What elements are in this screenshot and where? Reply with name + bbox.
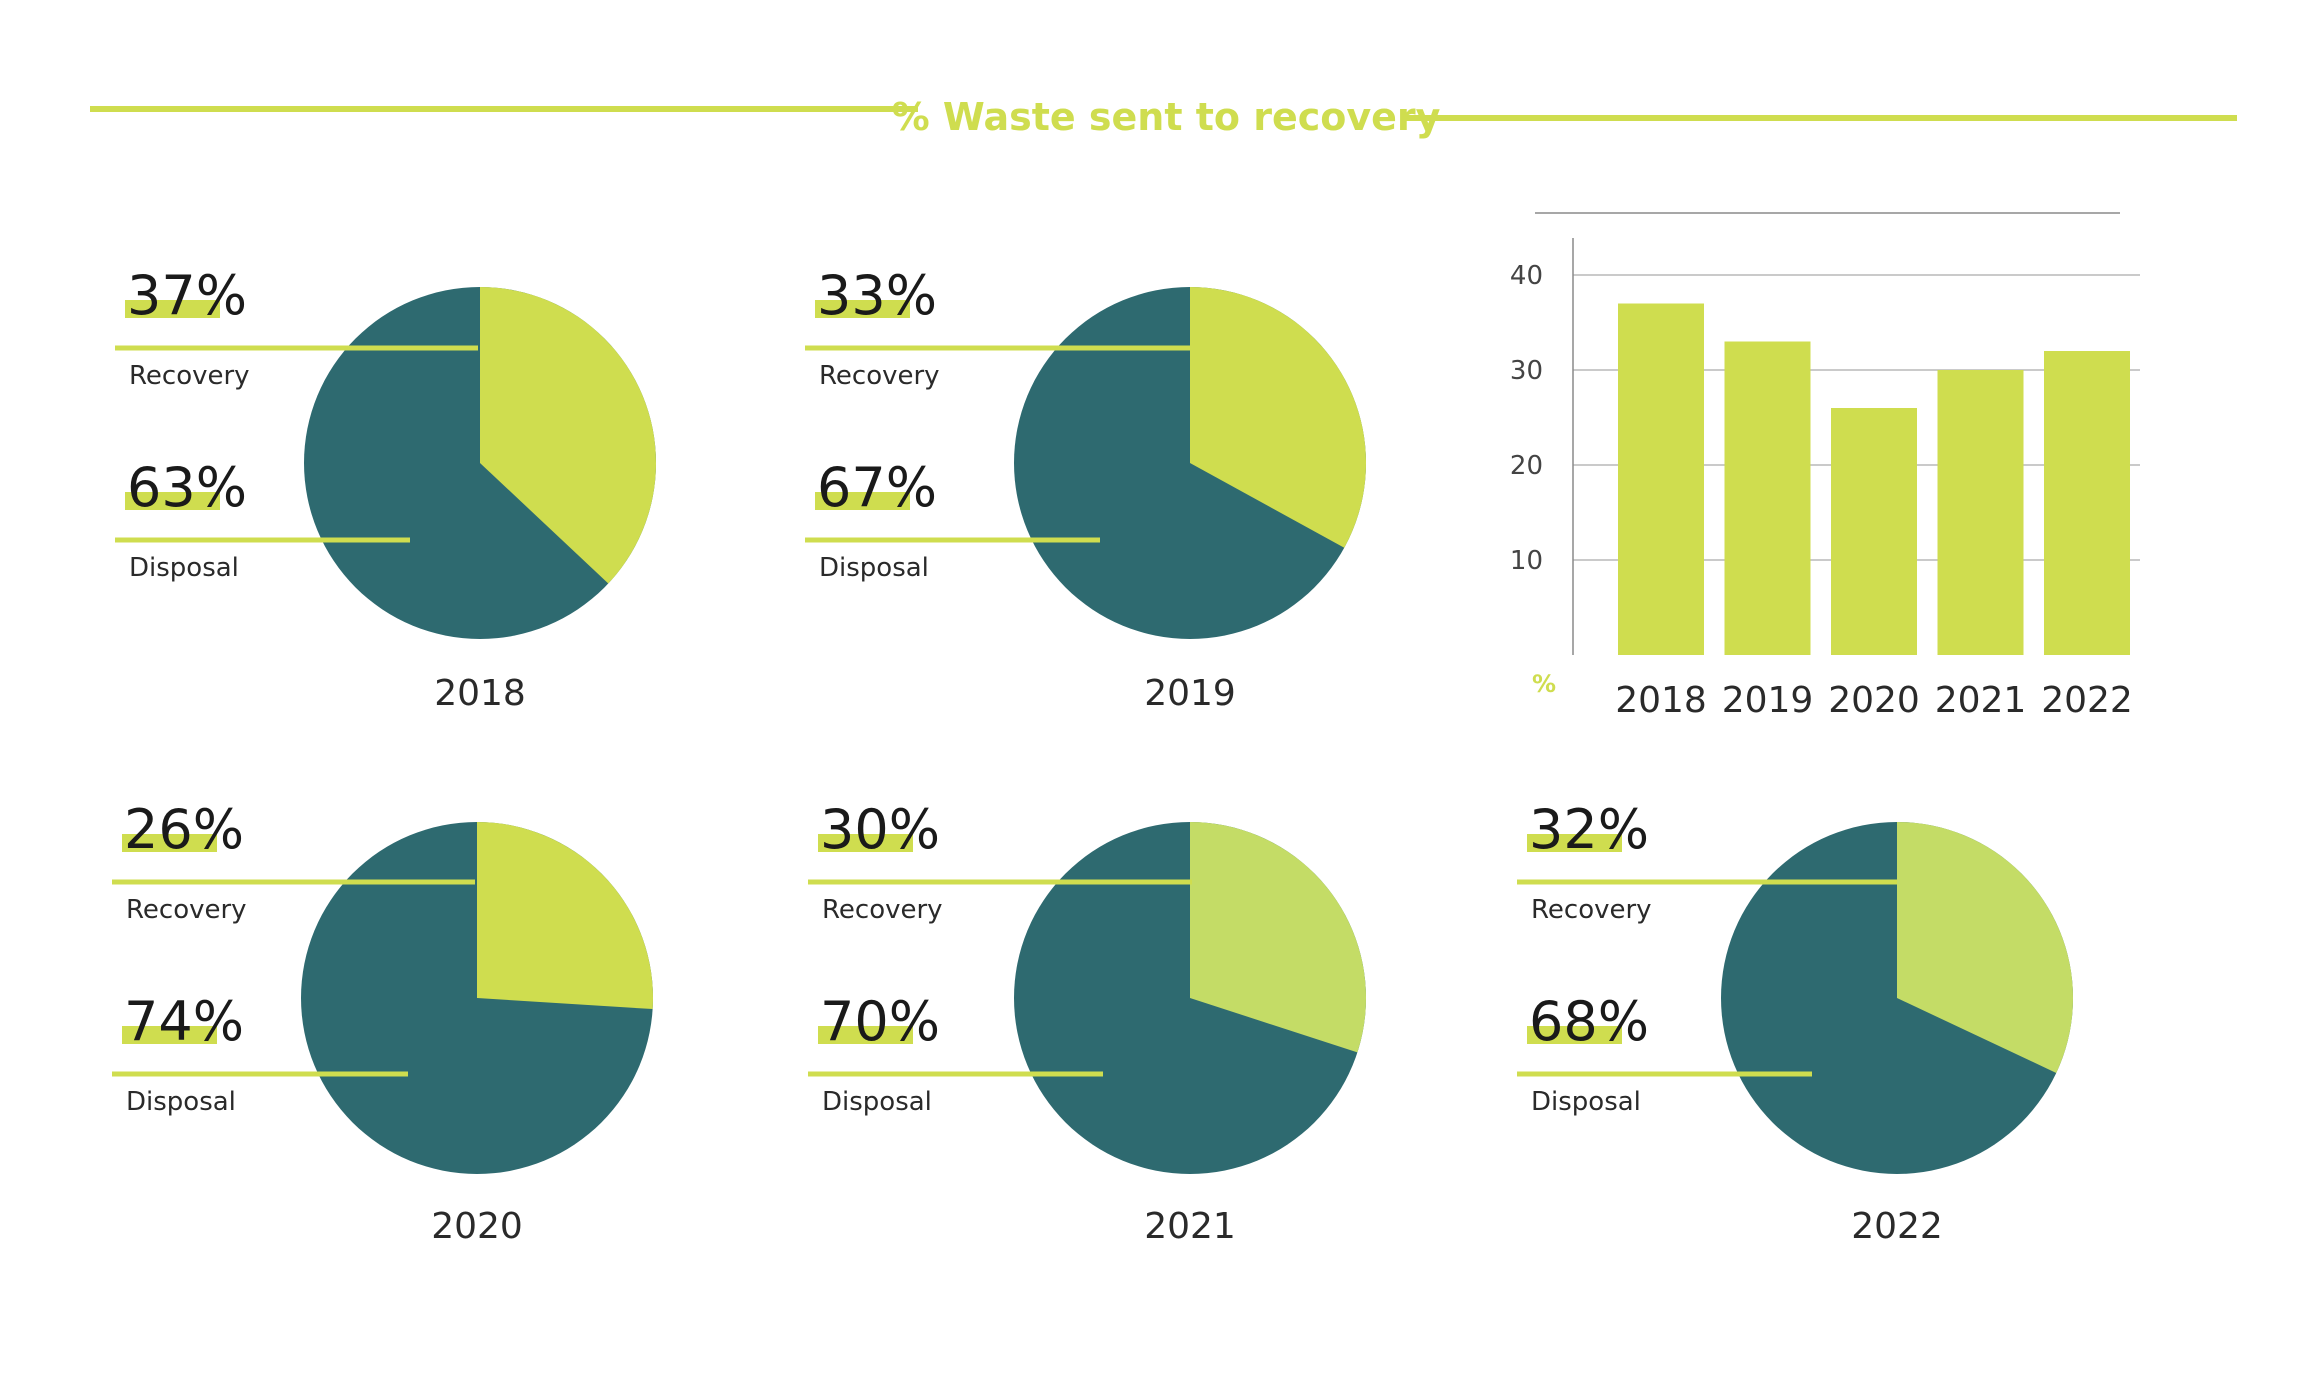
pie-year-label: 2021 [1144,1206,1236,1247]
label-highlight [818,834,913,852]
recovery-percent-label: 37% [127,264,247,327]
pie-year-label: 2018 [434,673,526,714]
label-highlight [122,1026,217,1044]
label-highlight [125,492,220,510]
disposal-percent-label: 67% [817,456,937,519]
disposal-label: Disposal [819,553,929,583]
label-highlight [122,834,217,852]
header: % Waste sent to recovery [90,95,2237,139]
label-highlight [1527,834,1622,852]
recovery-label: Recovery [1531,895,1652,925]
y-tick-label: 20 [1510,451,1543,481]
pie-year-label: 2022 [1851,1206,1943,1247]
pie-slice-recovery [1190,822,1367,1053]
bar-2021 [1937,370,2024,655]
recovery-label: Recovery [126,895,247,925]
bar-2019 [1724,341,1811,655]
disposal-percent-label: 68% [1529,990,1649,1053]
bar-chart: 10 20 30 40 2018 2019 2020 2021 2022% [1510,212,2140,721]
label-highlight [818,1026,913,1044]
y-unit-label: % [1532,670,1556,698]
recovery-percent-label: 30% [820,798,940,861]
label-highlight [815,300,910,318]
pie-chart-2018: 37% Recovery 63% Disposal 2018 [115,264,657,714]
bar-2022 [2044,351,2130,655]
pie-slice-recovery [477,822,653,1010]
recovery-percent-label: 26% [124,798,244,861]
x-tick-label: 2022 [2041,680,2133,721]
recovery-label: Recovery [129,361,250,391]
disposal-label: Disposal [126,1087,236,1117]
disposal-label: Disposal [1531,1087,1641,1117]
chart-title: % Waste sent to recovery [892,95,1441,139]
label-highlight [815,492,910,510]
x-tick-label: 2018 [1615,680,1707,721]
pie-chart-2019: 33% Recovery 67% Disposal 2019 [805,264,1367,714]
y-tick-label: 30 [1510,356,1543,386]
x-tick-label: 2021 [1935,680,2027,721]
label-highlight [1527,1026,1622,1044]
y-tick-label: 40 [1510,261,1543,291]
recovery-label: Recovery [819,361,940,391]
recovery-percent-label: 33% [817,264,937,327]
bar-2018 [1618,303,1704,655]
disposal-percent-label: 74% [124,990,244,1053]
pie-chart-2020: 26% Recovery 74% Disposal 2020 [112,798,653,1247]
disposal-percent-label: 70% [820,990,940,1053]
pie-charts: 37% Recovery 63% Disposal 2018 33% Recovery 67%… [112,264,2074,1247]
recovery-percent-label: 32% [1529,798,1649,861]
label-highlight [125,300,220,318]
y-tick-label: 10 [1510,546,1543,576]
disposal-label: Disposal [822,1087,932,1117]
pie-slice-recovery [1190,287,1367,548]
recovery-label: Recovery [822,895,943,925]
pie-chart-2021: 30% Recovery 70% Disposal 2021 [808,798,1367,1247]
bar-2020 [1831,408,1917,655]
pie-slice-recovery [1897,822,2074,1073]
x-tick-label: 2019 [1722,680,1814,721]
pie-chart-2022: 32% Recovery 68% Disposal 2022 [1517,798,2074,1247]
x-tick-label: 2020 [1828,680,1920,721]
disposal-label: Disposal [129,553,239,583]
disposal-percent-label: 63% [127,456,247,519]
pie-year-label: 2019 [1144,673,1236,714]
pie-year-label: 2020 [431,1206,523,1247]
pie-slice-recovery [480,287,657,584]
